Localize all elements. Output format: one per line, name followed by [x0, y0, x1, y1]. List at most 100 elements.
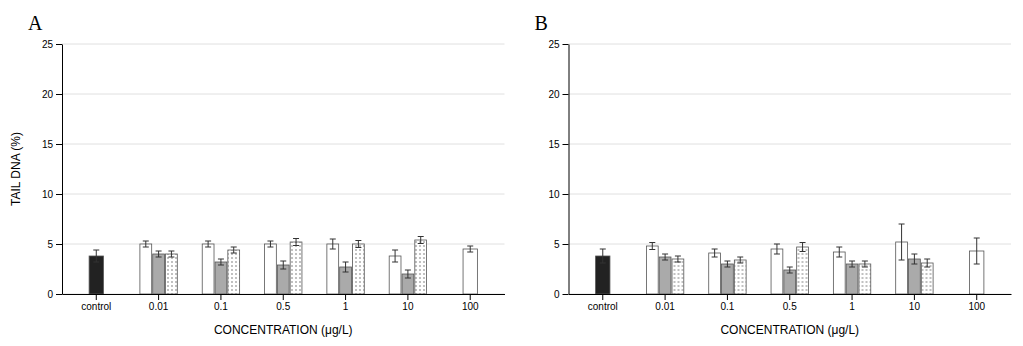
x-tick: 0.01 — [655, 294, 675, 312]
x-tick: 0.1 — [720, 294, 734, 312]
error-bar-stem — [270, 241, 271, 247]
tick-label: 25 — [42, 39, 54, 50]
bar — [166, 254, 178, 294]
error-bar-stem — [976, 238, 977, 264]
error-bar-stem — [677, 256, 678, 262]
error-bar-cap — [800, 251, 806, 252]
grid-line — [62, 44, 505, 45]
bar — [265, 244, 277, 294]
error-bar-cap — [418, 236, 424, 237]
error-bar — [862, 261, 868, 267]
error-bar-cap — [737, 257, 743, 258]
tick-mark — [345, 294, 346, 300]
y-axis: 0510152025 — [42, 39, 63, 300]
tick-mark — [283, 294, 284, 300]
tick-label: 20 — [548, 89, 560, 100]
bar — [797, 247, 809, 294]
panel-label: B — [535, 12, 548, 34]
plot-area — [89, 237, 477, 295]
tick-mark — [56, 194, 62, 195]
error-bar-cap — [343, 262, 349, 263]
tick-label: 0.5 — [783, 301, 797, 312]
error-bar-cap — [293, 238, 299, 239]
error-bar-cap — [143, 247, 149, 248]
error-bar-stem — [395, 250, 396, 262]
error-bar — [392, 250, 398, 262]
error-bar-cap — [849, 267, 855, 268]
error-bar-cap — [231, 253, 237, 254]
bar — [659, 257, 671, 294]
panel: 0510152025control0.010.10.5110100CONCENT… — [535, 12, 1012, 337]
error-bar-cap — [724, 267, 730, 268]
tick-mark — [56, 44, 62, 45]
error-bar — [280, 261, 286, 269]
error-bar-stem — [602, 249, 603, 263]
error-bar-stem — [171, 251, 172, 257]
error-bar-stem — [914, 254, 915, 264]
error-bar — [405, 270, 411, 278]
bar — [846, 264, 858, 294]
error-bar-cap — [836, 247, 842, 248]
grid — [62, 44, 505, 294]
tick-mark — [56, 144, 62, 145]
y-tick: 5 — [47, 239, 62, 250]
tick-mark — [56, 94, 62, 95]
error-bar-cap — [405, 278, 411, 279]
tick-label: 10 — [402, 301, 414, 312]
error-bar — [662, 254, 668, 260]
bar — [153, 254, 165, 294]
bar — [463, 249, 477, 294]
tick-label: 0 — [47, 289, 53, 300]
tick-mark — [563, 194, 569, 195]
error-bar-stem — [208, 241, 209, 247]
tick-label: 0 — [554, 289, 560, 300]
tick-label: 0.01 — [149, 301, 169, 312]
y-axis-title: TAIL DNA (%) — [9, 132, 23, 206]
error-bar-cap — [355, 240, 361, 241]
tick-label: 20 — [42, 89, 54, 100]
error-bar-cap — [156, 251, 162, 252]
error-bar — [231, 247, 237, 253]
y-axis: 0510152025 — [548, 39, 569, 300]
error-bar — [849, 261, 855, 267]
tick-mark — [563, 144, 569, 145]
bar — [89, 256, 103, 294]
error-bar-stem — [358, 241, 359, 248]
error-bar-stem — [345, 262, 346, 272]
bar — [277, 265, 289, 294]
error-bar-cap — [205, 247, 211, 248]
y-tick: 20 — [42, 89, 62, 100]
panel: 0510152025control0.010.10.5110100CONCENT… — [9, 12, 505, 337]
tick-mark — [407, 294, 408, 300]
error-bar-stem — [158, 251, 159, 257]
error-bar-cap — [675, 262, 681, 263]
grid-line — [62, 144, 505, 145]
error-bar-cap — [93, 262, 99, 263]
tick-mark — [563, 294, 569, 295]
plot-area — [596, 224, 984, 294]
x-tick: 0.5 — [783, 294, 797, 312]
error-bar — [467, 246, 473, 252]
error-bar-cap — [392, 250, 398, 251]
error-bar — [724, 261, 730, 267]
error-bar-stem — [852, 261, 853, 267]
error-bar-cap — [675, 256, 681, 257]
error-bar-cap — [712, 249, 718, 250]
tick-mark — [56, 294, 62, 295]
error-bar-cap — [774, 254, 780, 255]
error-bar — [974, 238, 980, 264]
error-bar-cap — [418, 243, 424, 244]
error-bar-cap — [911, 264, 917, 265]
tick-mark — [96, 294, 97, 300]
grid-line — [62, 244, 505, 245]
x-axis: control0.010.10.5110100 — [63, 294, 506, 312]
error-bar-stem — [776, 244, 777, 254]
x-tick: 1 — [343, 294, 349, 312]
error-bar-cap — [924, 259, 930, 260]
error-bar — [143, 241, 149, 247]
grid-line — [569, 94, 1012, 95]
tick-label: 10 — [548, 189, 560, 200]
bar — [909, 259, 921, 294]
tick-label: 1 — [343, 301, 349, 312]
tick-mark — [470, 294, 471, 300]
